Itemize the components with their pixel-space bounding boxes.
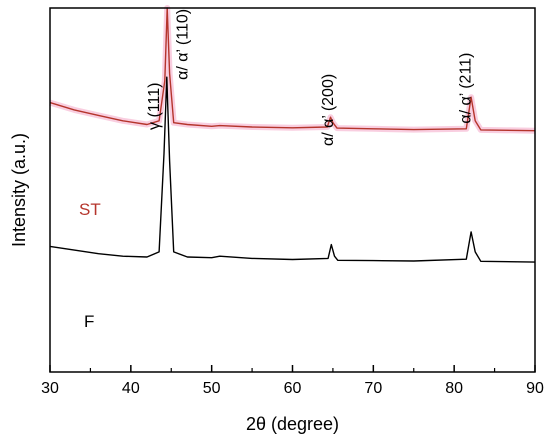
peak-annotation: α/ α’ (110) <box>174 9 191 80</box>
series-label-f: F <box>84 312 94 331</box>
y-axis-title: Intensity (a.u.) <box>9 133 29 247</box>
peak-annotation: γ (111) <box>146 83 163 130</box>
x-axis-title: 2θ (degree) <box>246 414 339 434</box>
series-label-st: ST <box>79 200 101 219</box>
series-st-line <box>49 7 536 132</box>
peak-annotation: α/ α’ (200) <box>320 74 337 146</box>
x-tick-label: 50 <box>203 380 221 397</box>
x-tick-label: 70 <box>364 380 382 397</box>
x-tick-label: 60 <box>284 380 302 397</box>
series-layer <box>49 5 536 263</box>
series-f-line <box>49 76 536 263</box>
x-tick-label: 90 <box>526 380 544 397</box>
series-labels: ST F <box>79 200 101 331</box>
peak-annotations: γ (111) α/ α’ (110) α/ α’ (200) α/ α’ (211) <box>146 9 474 146</box>
peak-annotation: α/ α’ (211) <box>457 53 474 124</box>
x-tick-label: 40 <box>122 380 140 397</box>
x-tick-label: 30 <box>41 380 59 397</box>
x-axis: 30 40 50 60 70 80 90 <box>41 365 544 397</box>
x-tick-label: 80 <box>445 380 463 397</box>
